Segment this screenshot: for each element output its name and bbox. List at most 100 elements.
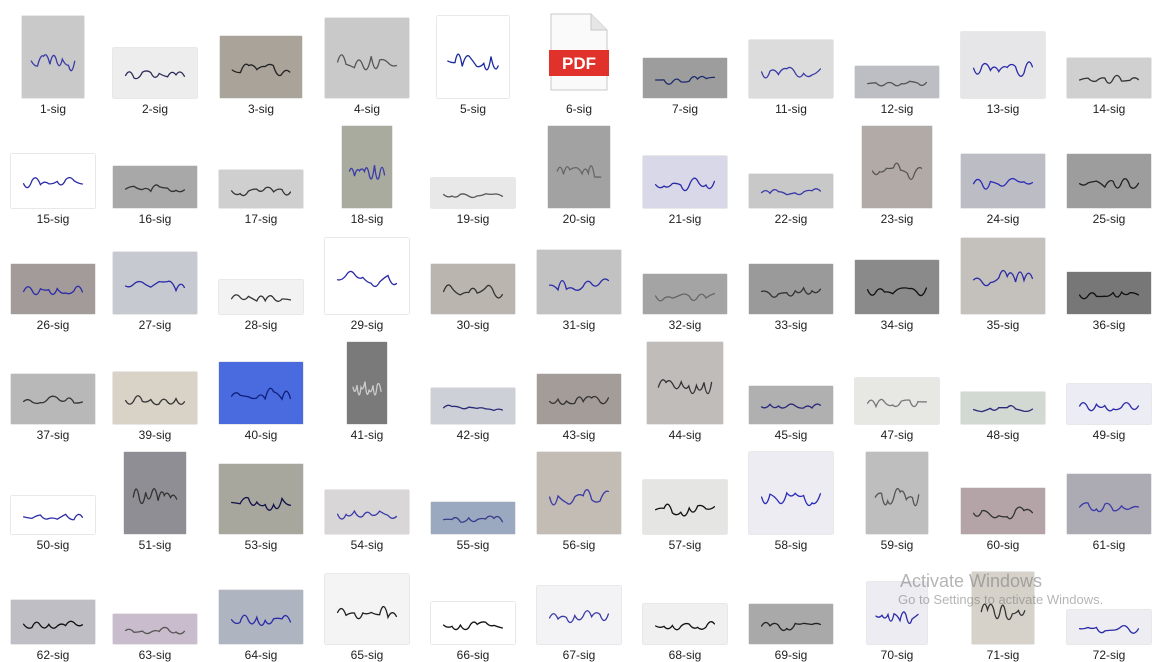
file-item[interactable]: 55-sig: [420, 442, 526, 552]
signature-stroke: [972, 506, 1034, 520]
signature-image: [760, 621, 822, 632]
file-item[interactable]: 37-sig: [0, 332, 106, 442]
file-item[interactable]: 11-sig: [738, 6, 844, 116]
file-item[interactable]: 36-sig: [1056, 222, 1162, 332]
file-item[interactable]: 63-sig: [102, 552, 208, 662]
signature-thumbnail: [325, 18, 409, 98]
file-item[interactable]: 28-sig: [208, 222, 314, 332]
file-name-label: 17-sig: [244, 212, 278, 226]
file-item[interactable]: 67-sig: [526, 552, 632, 662]
file-item[interactable]: 51-sig: [102, 442, 208, 552]
file-item[interactable]: 62-sig: [0, 552, 106, 662]
signature-stroke: [760, 286, 822, 298]
file-item[interactable]: 58-sig: [738, 442, 844, 552]
file-item[interactable]: 33-sig: [738, 222, 844, 332]
file-name-label: 20-sig: [562, 212, 596, 226]
file-item[interactable]: 39-sig: [102, 332, 208, 442]
signature-thumbnail: [749, 604, 833, 644]
thumbnail-area: [208, 222, 314, 318]
thumbnail-area: [0, 442, 106, 538]
file-item[interactable]: 13-sig: [950, 6, 1056, 116]
file-item[interactable]: 66-sig: [420, 552, 526, 662]
signature-stroke: [22, 176, 84, 189]
file-item[interactable]: 47-sig: [844, 332, 950, 442]
thumbnail-area: [738, 222, 844, 318]
file-item[interactable]: 34-sig: [844, 222, 950, 332]
file-item[interactable]: 49-sig: [1056, 332, 1162, 442]
signature-image: [442, 193, 504, 199]
file-item[interactable]: 29-sig: [314, 222, 420, 332]
signature-stroke: [874, 487, 920, 507]
file-item[interactable]: 4-sig: [314, 6, 420, 116]
file-item[interactable]: 59-sig: [844, 442, 950, 552]
file-item[interactable]: 40-sig: [208, 332, 314, 442]
file-item[interactable]: 5-sig: [420, 6, 526, 116]
file-item[interactable]: 1-sig: [0, 6, 106, 116]
signature-image: [230, 496, 292, 511]
file-item[interactable]: 3-sig: [208, 6, 314, 116]
signature-image: [1078, 402, 1140, 412]
file-item[interactable]: 61-sig: [1056, 442, 1162, 552]
file-item[interactable]: 26-sig: [0, 222, 106, 332]
signature-image: [871, 162, 923, 181]
file-item[interactable]: 48-sig: [950, 332, 1056, 442]
file-item[interactable]: 60-sig: [950, 442, 1056, 552]
file-item[interactable]: 12-sig: [844, 6, 950, 116]
file-item[interactable]: 69-sig: [738, 552, 844, 662]
file-item[interactable]: 14-sig: [1056, 6, 1162, 116]
signature-image: [230, 186, 292, 197]
file-item[interactable]: PDF 6-sig: [526, 6, 632, 116]
signature-thumbnail: [961, 238, 1045, 314]
file-item[interactable]: 30-sig: [420, 222, 526, 332]
file-item[interactable]: 27-sig: [102, 222, 208, 332]
file-item[interactable]: 44-sig: [632, 332, 738, 442]
file-item[interactable]: 43-sig: [526, 332, 632, 442]
signature-image: [657, 379, 713, 395]
file-item[interactable]: 20-sig: [526, 116, 632, 226]
signature-stroke: [124, 626, 186, 635]
signature-stroke: [1078, 402, 1140, 412]
file-item[interactable]: 68-sig: [632, 552, 738, 662]
file-item[interactable]: 21-sig: [632, 116, 738, 226]
file-item[interactable]: 18-sig: [314, 116, 420, 226]
file-item[interactable]: 16-sig: [102, 116, 208, 226]
signature-stroke: [972, 61, 1034, 77]
file-item[interactable]: 17-sig: [208, 116, 314, 226]
signature-image: [132, 488, 178, 505]
file-item[interactable]: 32-sig: [632, 222, 738, 332]
file-name-label: 39-sig: [138, 428, 172, 442]
file-item[interactable]: 64-sig: [208, 552, 314, 662]
signature-image: [336, 270, 398, 288]
file-item[interactable]: 57-sig: [632, 442, 738, 552]
signature-thumbnail: [342, 126, 392, 208]
file-item[interactable]: 42-sig: [420, 332, 526, 442]
file-item[interactable]: 25-sig: [1056, 116, 1162, 226]
file-name-label: 69-sig: [774, 648, 808, 662]
file-item[interactable]: 54-sig: [314, 442, 420, 552]
file-item[interactable]: 50-sig: [0, 442, 106, 552]
file-item[interactable]: 56-sig: [526, 442, 632, 552]
file-item[interactable]: 53-sig: [208, 442, 314, 552]
file-item[interactable]: 65-sig: [314, 552, 420, 662]
file-item[interactable]: 2-sig: [102, 6, 208, 116]
signature-stroke: [760, 491, 822, 507]
file-item[interactable]: 31-sig: [526, 222, 632, 332]
file-item[interactable]: 19-sig: [420, 116, 526, 226]
file-item[interactable]: 41-sig: [314, 332, 420, 442]
signature-thumbnail: [11, 374, 95, 424]
file-item[interactable]: 15-sig: [0, 116, 106, 226]
file-name-label: 19-sig: [456, 212, 490, 226]
signature-thumbnail: [643, 604, 727, 644]
signature-stroke: [866, 398, 928, 409]
file-item[interactable]: 24-sig: [950, 116, 1056, 226]
signature-image: [230, 387, 292, 401]
file-item[interactable]: 45-sig: [738, 332, 844, 442]
file-item[interactable]: 23-sig: [844, 116, 950, 226]
file-item[interactable]: 7-sig: [632, 6, 738, 116]
file-name-label: 28-sig: [244, 318, 278, 332]
signature-stroke: [352, 381, 382, 396]
file-item[interactable]: 22-sig: [738, 116, 844, 226]
signature-thumbnail: [11, 264, 95, 314]
file-name-label: 47-sig: [880, 428, 914, 442]
file-item[interactable]: 35-sig: [950, 222, 1056, 332]
